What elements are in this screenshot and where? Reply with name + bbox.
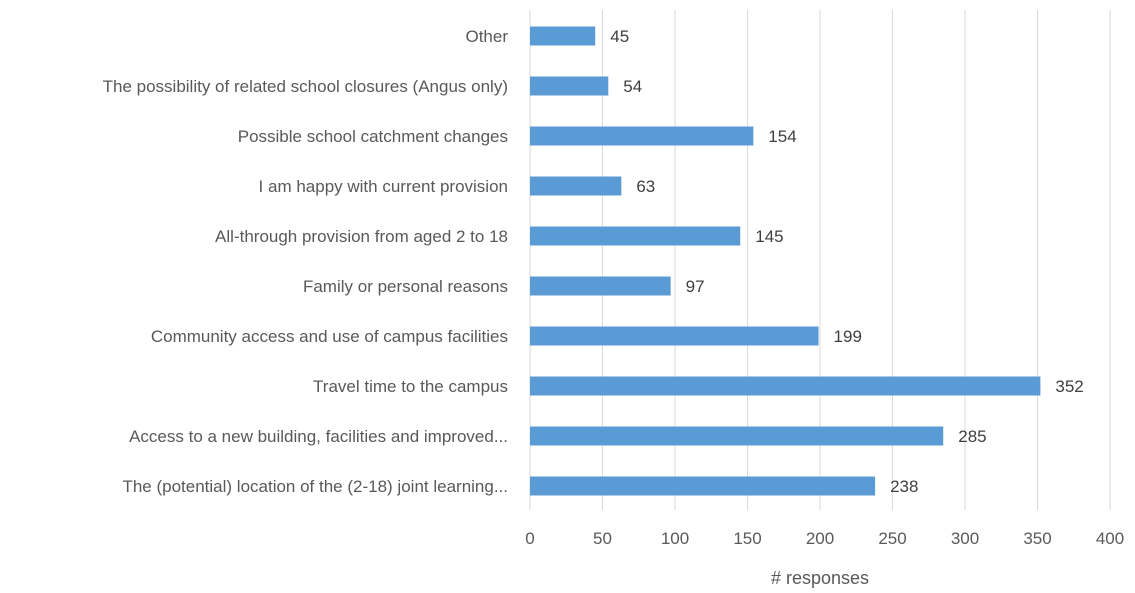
value-label: 45 bbox=[610, 27, 629, 46]
x-tick-label: 400 bbox=[1096, 529, 1124, 548]
value-label: 352 bbox=[1055, 377, 1083, 396]
bar bbox=[530, 176, 622, 196]
value-label: 97 bbox=[686, 277, 705, 296]
category-label: Travel time to the campus bbox=[313, 377, 508, 396]
category-label: All-through provision from aged 2 to 18 bbox=[215, 227, 508, 246]
bar bbox=[530, 276, 671, 296]
value-label: 63 bbox=[636, 177, 655, 196]
bar bbox=[530, 26, 596, 46]
bar bbox=[530, 76, 609, 96]
value-label: 54 bbox=[623, 77, 642, 96]
category-label: Community access and use of campus facil… bbox=[151, 327, 508, 346]
value-label: 238 bbox=[890, 477, 918, 496]
value-label: 145 bbox=[755, 227, 783, 246]
bar bbox=[530, 376, 1041, 396]
category-label: The possibility of related school closur… bbox=[103, 77, 508, 96]
x-tick-label: 200 bbox=[806, 529, 834, 548]
x-axis-title: # responses bbox=[771, 568, 869, 588]
category-label: Other bbox=[465, 27, 508, 46]
x-tick-label: 150 bbox=[733, 529, 761, 548]
bars bbox=[530, 26, 1041, 496]
x-axis-ticks: 0 50 100 150 200 250 300 350 400 bbox=[525, 529, 1124, 548]
value-labels: 45 54 154 63 145 97 199 352 285 238 bbox=[610, 27, 1084, 496]
x-tick-label: 0 bbox=[525, 529, 534, 548]
bar bbox=[530, 476, 876, 496]
category-label: Access to a new building, facilities and… bbox=[129, 427, 508, 446]
value-label: 154 bbox=[768, 127, 796, 146]
value-label: 199 bbox=[834, 327, 862, 346]
category-label: Possible school catchment changes bbox=[238, 127, 508, 146]
category-label: I am happy with current provision bbox=[259, 177, 508, 196]
x-tick-label: 300 bbox=[951, 529, 979, 548]
x-tick-label: 50 bbox=[593, 529, 612, 548]
category-labels: Other The possibility of related school c… bbox=[103, 27, 509, 496]
category-label: Family or personal reasons bbox=[303, 277, 508, 296]
bar bbox=[530, 126, 754, 146]
bar bbox=[530, 326, 819, 346]
x-tick-label: 250 bbox=[878, 529, 906, 548]
bar bbox=[530, 226, 741, 246]
x-tick-label: 350 bbox=[1023, 529, 1051, 548]
bar bbox=[530, 426, 944, 446]
value-label: 285 bbox=[958, 427, 986, 446]
category-label: The (potential) location of the (2-18) j… bbox=[122, 477, 508, 496]
x-tick-label: 100 bbox=[661, 529, 689, 548]
gridlines bbox=[602, 10, 1111, 510]
